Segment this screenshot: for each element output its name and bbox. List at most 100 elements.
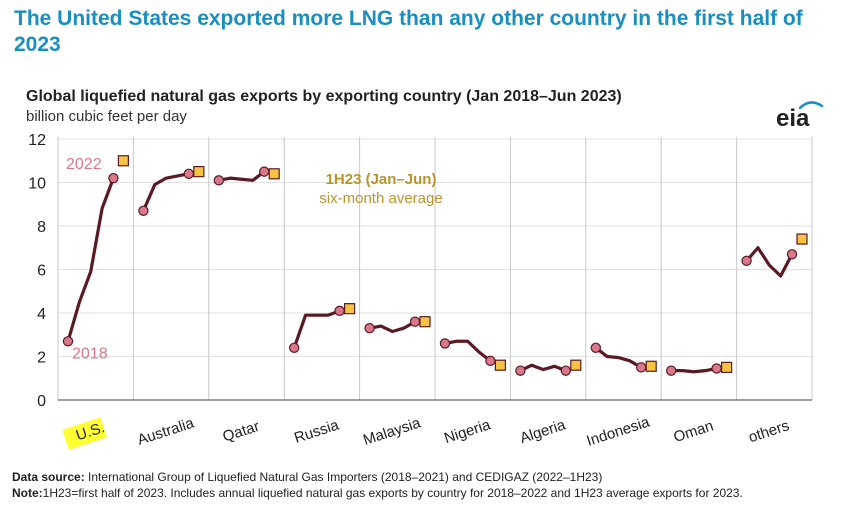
highlight-mark [62, 417, 107, 450]
point-2022 [636, 362, 647, 373]
category-label-group: Qatar [221, 418, 262, 446]
category-label-group: others [746, 417, 791, 446]
chart-unit-label: billion cubic feet per day [26, 108, 187, 125]
category-label-group: U.S. [62, 417, 107, 450]
series-australia [138, 166, 205, 216]
series-nigeria [439, 338, 506, 371]
series-group [62, 155, 808, 376]
point-2022 [560, 365, 572, 376]
series-line [518, 363, 568, 373]
point-2018 [138, 205, 149, 216]
label-2018: 2018 [72, 345, 108, 362]
point-2022 [409, 316, 421, 327]
point-1h23 [193, 166, 205, 178]
series-line [669, 366, 719, 374]
point-2022 [259, 166, 270, 177]
category-label: Indonesia [585, 413, 653, 449]
series-line [292, 309, 342, 350]
point-1h23 [268, 168, 280, 180]
point-1h23 [494, 359, 506, 371]
category-label: Australia [135, 414, 196, 448]
point-2022 [108, 172, 119, 184]
point-2018 [590, 342, 602, 353]
point-2022 [786, 249, 798, 260]
category-label: Qatar [221, 418, 262, 446]
y-tick-label: 10 [28, 176, 46, 193]
source-text: International Group of Liquefied Natural… [88, 470, 603, 484]
y-tick-label: 0 [37, 393, 46, 410]
chart-title: Global liquefied natural gas exports by … [26, 88, 622, 105]
series-oman [666, 361, 733, 376]
series-indonesia [590, 342, 657, 373]
point-2018 [741, 255, 752, 266]
series-line [368, 320, 417, 334]
note-text: 1H23=first half of 2023. Includes annual… [42, 486, 743, 500]
point-1h23 [720, 361, 733, 373]
y-axis: 0 2 4 6 8 10 12 [28, 132, 46, 410]
logo-text: eia [776, 105, 810, 132]
series-russia [289, 303, 356, 353]
point-2018 [62, 336, 74, 347]
label-1h23: 1H23 (Jan–Jun) [326, 171, 437, 188]
point-2022 [485, 355, 496, 367]
headline: The United States exported more LNG than… [14, 7, 803, 56]
category-label: Russia [292, 416, 341, 447]
category-label-group: Algeria [518, 416, 568, 447]
label-six-month-average: six-month average [319, 190, 442, 207]
category-label-group: Australia [135, 414, 196, 448]
point-2018 [364, 323, 375, 334]
data-source: Data source: International Group of Liqu… [12, 470, 602, 484]
series-line [443, 339, 492, 363]
note: Note:1H23=first half of 2023. Includes a… [12, 486, 743, 500]
series-us [62, 155, 130, 347]
point-2018 [439, 338, 451, 349]
series-others [741, 233, 808, 278]
y-tick-label: 6 [37, 263, 46, 280]
series-algeria [515, 359, 582, 376]
y-tick-label: 8 [37, 219, 46, 236]
series-qatar [213, 166, 280, 186]
note-label: Note: [12, 486, 43, 500]
annotations: 2018 2022 1H23 (Jan–Jun) six-month average [66, 156, 443, 363]
y-tick-label: 12 [28, 132, 46, 149]
category-label: Nigeria [442, 416, 493, 447]
point-2018 [666, 365, 677, 376]
category-label: Oman [671, 417, 715, 446]
point-2018 [515, 365, 526, 376]
series-line [217, 170, 266, 182]
point-1h23 [796, 233, 808, 245]
point-2022 [183, 168, 194, 179]
series-line [66, 176, 116, 343]
series-line [594, 346, 643, 369]
point-1h23 [570, 359, 582, 371]
category-label-group: Oman [671, 417, 715, 446]
point-2022 [711, 363, 722, 374]
x-axis: U.S. Australia Qatar Russia Malaysia Nigeria A… [58, 399, 812, 450]
category-label: Malaysia [361, 414, 423, 449]
point-2018 [289, 342, 300, 353]
category-label: Algeria [518, 416, 568, 447]
point-1h23 [117, 155, 130, 167]
point-2022 [334, 305, 345, 317]
point-1h23 [344, 303, 356, 315]
category-label: U.S. [74, 419, 107, 444]
series-malaysia [364, 316, 431, 334]
point-2018 [213, 175, 224, 186]
category-label-group: Russia [292, 416, 341, 447]
series-line [744, 246, 794, 278]
point-1h23 [419, 316, 431, 328]
category-label-group: Malaysia [361, 414, 423, 449]
y-tick-label: 2 [37, 350, 46, 367]
logo-swoosh-icon [798, 101, 824, 110]
category-label-group: Indonesia [585, 413, 653, 449]
eia-logo: eia [770, 96, 826, 137]
series-line [141, 172, 191, 213]
category-label: others [746, 417, 791, 446]
point-1h23 [645, 360, 657, 372]
category-label-group: Nigeria [442, 416, 493, 447]
y-tick-label: 4 [37, 306, 46, 323]
panels [57, 137, 813, 400]
label-2022: 2022 [66, 156, 102, 173]
source-label: Data source: [12, 470, 85, 484]
